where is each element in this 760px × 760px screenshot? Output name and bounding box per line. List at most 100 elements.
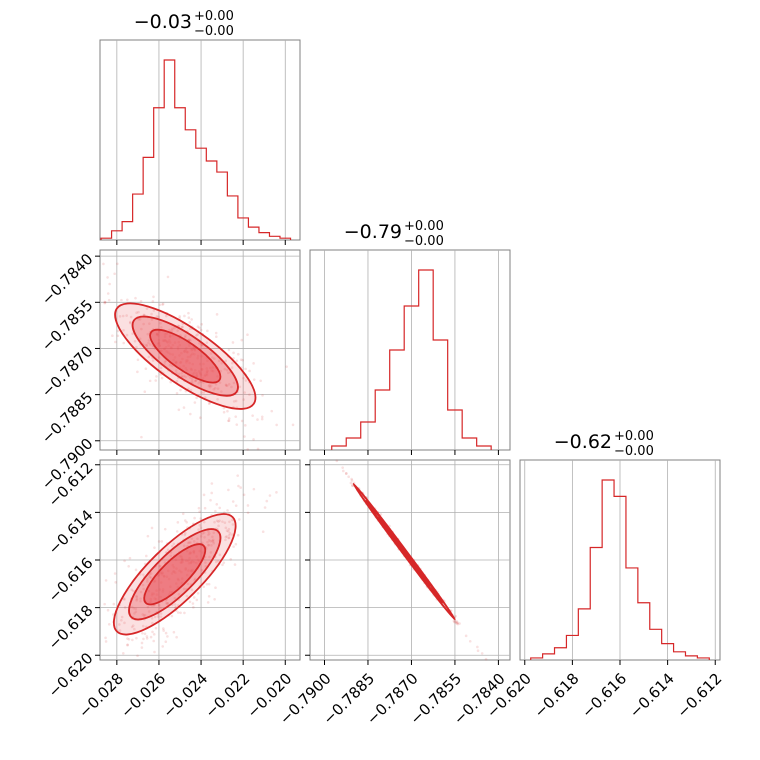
panel-scatter-2-1: −0.7840−0.7855−0.7870−0.7885−0.7900 xyxy=(38,249,301,493)
scatter-2-1-point xyxy=(191,377,194,381)
scatter-2-1-point xyxy=(251,414,254,417)
scatter-2-1-point xyxy=(150,318,154,321)
scatter-3-2-point xyxy=(454,614,457,618)
scatter-3-1-point xyxy=(228,520,231,524)
scatter-2-1-point xyxy=(159,366,163,370)
hist-1-bin xyxy=(112,231,123,240)
scatter-3-1-point xyxy=(183,533,187,537)
scatter-2-1-point xyxy=(252,438,255,441)
scatter-2-1-point xyxy=(223,367,227,371)
scatter-2-1-point xyxy=(260,417,264,421)
scatter-3-1-point xyxy=(199,535,203,538)
scatter-3-1-point xyxy=(149,576,153,579)
scatter-3-1-point xyxy=(234,504,238,507)
scatter-3-2-point xyxy=(458,622,461,625)
scatter-3-1-point xyxy=(224,535,228,539)
scatter-2-1-point xyxy=(160,376,164,380)
scatter-3-1-point xyxy=(131,638,134,642)
scatter-3-1-point xyxy=(233,563,237,566)
scatter-2-1-point xyxy=(220,361,223,365)
scatter-3-1-point xyxy=(151,621,154,625)
scatter-3-1-point xyxy=(142,587,145,591)
scatter-3-1-point xyxy=(173,596,177,600)
scatter-2-1-point xyxy=(197,382,200,385)
scatter-2-1-point xyxy=(246,448,250,451)
scatter-3-1-point xyxy=(103,602,106,606)
hist-3-title-sup: +0.00 xyxy=(614,429,654,444)
scatter-2-1-point xyxy=(154,379,158,382)
scatter-2-1-point xyxy=(180,325,184,329)
scatter-3-1-point xyxy=(123,621,126,625)
scatter-3-1-point xyxy=(237,484,240,488)
scatter-3-1-point xyxy=(192,606,195,609)
scatter-2-1-point xyxy=(183,314,186,318)
hist-2-bin xyxy=(462,438,476,450)
hist-3-bin xyxy=(555,648,567,660)
scatter-3-1-point xyxy=(238,518,241,521)
scatter-3-1-point xyxy=(130,605,134,609)
scatter-3-1-point xyxy=(126,643,129,646)
scatter-3-1-point xyxy=(246,504,250,507)
scatter-3-1-point xyxy=(216,559,220,563)
hist-3-xtick-label: −0.612 xyxy=(674,670,726,722)
scatter-3-1-point xyxy=(157,540,161,543)
scatter-2-1-point xyxy=(194,378,198,382)
scatter-2-1-point xyxy=(242,376,245,380)
scatter-2-1-point xyxy=(177,372,181,376)
scatter-3-1-point xyxy=(141,631,144,635)
scatter-3-1-point xyxy=(225,529,229,532)
hist-2-title: −0.79 xyxy=(344,221,402,243)
scatter-3-1-point xyxy=(186,582,190,586)
scatter-2-1-point xyxy=(136,358,140,362)
scatter-2-1-point xyxy=(102,262,105,266)
scatter-2-1-point xyxy=(113,272,116,276)
scatter-3-1-point xyxy=(227,536,230,540)
scatter-3-1-point xyxy=(141,613,145,616)
scatter-3-1-point xyxy=(218,519,221,522)
scatter-2-1-point xyxy=(147,355,151,359)
scatter-2-1-contour xyxy=(149,328,222,384)
scatter-3-2-point xyxy=(455,620,458,623)
scatter-2-1-point xyxy=(133,339,137,343)
scatter-2-1-point xyxy=(128,321,132,325)
scatter-2-1-point xyxy=(125,333,129,337)
scatter-3-1-point xyxy=(132,589,135,593)
hist-3-bin xyxy=(697,658,709,660)
scatter-3-1-point xyxy=(126,637,129,640)
scatter-2-1-point xyxy=(145,307,149,310)
hist-3-xtick-label: −0.616 xyxy=(578,670,630,722)
scatter-2-1-point xyxy=(178,315,182,318)
scatter-3-1-point xyxy=(224,538,227,542)
hist-2-bin xyxy=(404,306,418,450)
scatter-3-1-point xyxy=(211,535,214,539)
scatter-3-1-point xyxy=(213,520,216,524)
scatter-2-1-point xyxy=(190,318,193,321)
hist-1-bin xyxy=(101,238,112,240)
scatter-3-1-point xyxy=(122,597,126,600)
scatter-3-1-point xyxy=(227,533,231,537)
scatter-3-1-point xyxy=(163,561,167,564)
scatter-2-1-point xyxy=(252,362,255,365)
scatter-2-1-point xyxy=(198,326,201,330)
scatter-3-1-point xyxy=(130,588,134,592)
hist-3-bin xyxy=(674,652,686,660)
scatter-3-1-point xyxy=(199,517,203,520)
scatter-2-1-point xyxy=(195,334,198,337)
hist-2-bin xyxy=(390,350,404,450)
hist-3-xtick-label: −0.618 xyxy=(531,670,583,722)
scatter-3-1-point xyxy=(175,530,179,533)
scatter-2-1-point xyxy=(182,406,186,409)
scatter-3-1-xtick-label: −0.022 xyxy=(201,670,253,722)
scatter-3-2-contour xyxy=(377,516,431,587)
scatter-2-1-point xyxy=(122,328,125,332)
scatter-3-1-point xyxy=(162,627,165,630)
scatter-2-1-point xyxy=(240,338,244,342)
scatter-3-1-point xyxy=(230,518,234,522)
scatter-3-1-point xyxy=(185,520,188,524)
scatter-3-2-point xyxy=(379,513,383,516)
scatter-3-1-point xyxy=(242,493,246,497)
scatter-3-1-point xyxy=(236,474,240,477)
scatter-3-2-point xyxy=(341,469,345,473)
scatter-2-1-point xyxy=(157,356,161,359)
scatter-2-1-point xyxy=(120,298,123,302)
